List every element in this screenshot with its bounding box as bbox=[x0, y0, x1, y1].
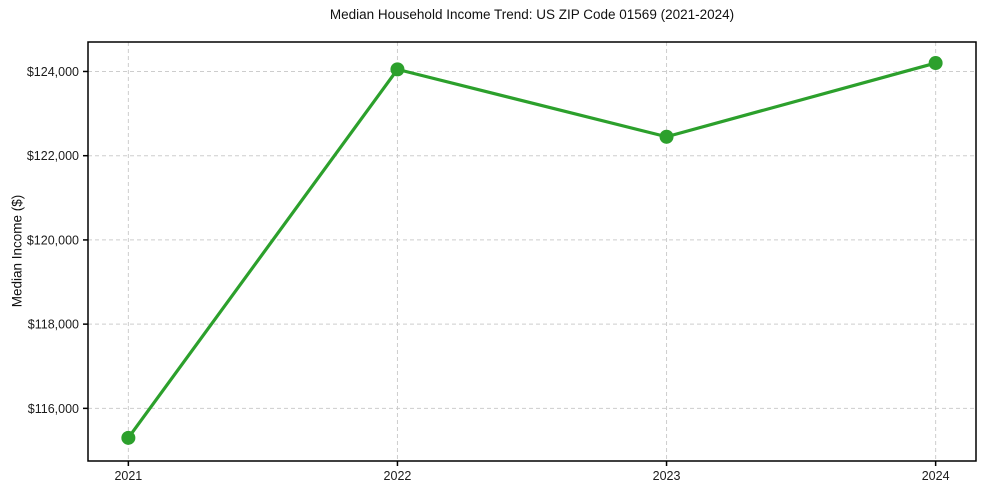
x-tick-label: 2022 bbox=[384, 469, 412, 483]
y-tick-label: $122,000 bbox=[27, 149, 79, 163]
chart-title: Median Household Income Trend: US ZIP Co… bbox=[329, 7, 735, 22]
x-tick-label: 2021 bbox=[114, 469, 142, 483]
data-point bbox=[928, 56, 943, 71]
data-point bbox=[659, 129, 674, 144]
y-tick-label: $120,000 bbox=[27, 233, 79, 247]
data-point bbox=[121, 430, 136, 445]
y-tick-label: $118,000 bbox=[28, 318, 79, 332]
data-line bbox=[126, 61, 938, 440]
x-tick-label: 2023 bbox=[653, 469, 681, 483]
y-tick-label: $116,000 bbox=[28, 402, 79, 416]
plot-border bbox=[87, 41, 977, 462]
y-tick-label: $124,000 bbox=[27, 65, 79, 79]
x-tick-label: 2024 bbox=[922, 469, 950, 483]
plot-background bbox=[88, 42, 976, 461]
data-point bbox=[390, 62, 405, 77]
